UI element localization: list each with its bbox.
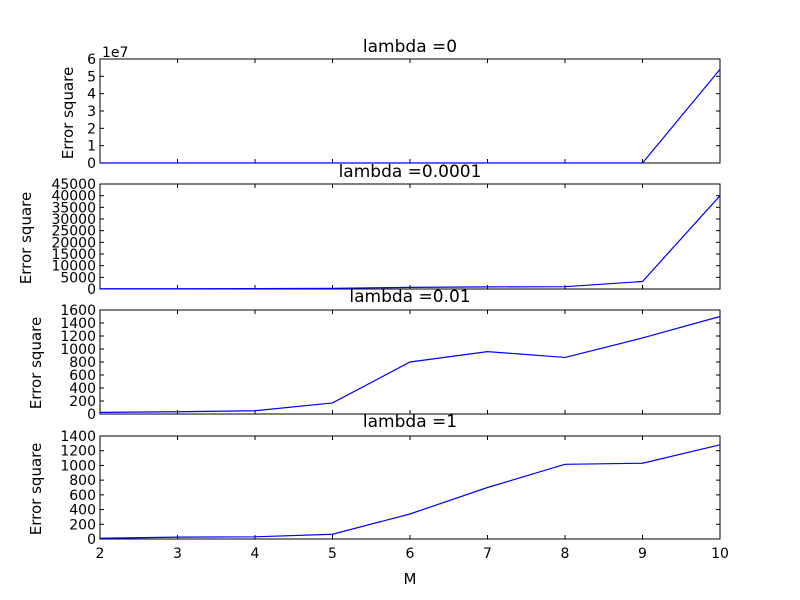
y-tick-label: 1400: [60, 316, 96, 332]
series-line: [100, 195, 721, 290]
subplot-title: lambda =0.01: [349, 287, 470, 307]
y-tick-label: 200: [69, 394, 96, 410]
series-line: [99, 315, 721, 413]
y-tick-label: 2: [87, 121, 96, 137]
y-tick-label: 5: [87, 69, 96, 85]
subplot-lambda-0: lambda =0 1e7 Error square: [59, 37, 457, 159]
y-tick-label: 35000: [51, 200, 96, 216]
y-tick-label: 6: [87, 52, 96, 68]
y-tick-label: 600: [69, 368, 96, 384]
subplot-title: lambda =0.0001: [339, 162, 482, 182]
y-tick-label: 30000: [51, 212, 96, 228]
y-tick-label: 45000: [51, 177, 96, 193]
series-line: [99, 444, 721, 539]
subplot-lambda-0.0001: lambda =0.0001 Error square: [17, 162, 481, 284]
x-tick-label: 3: [173, 546, 182, 562]
y-tick-label: 800: [69, 473, 96, 489]
y-tick-label: 25000: [51, 224, 96, 240]
y-tick-label: 1400: [60, 429, 96, 445]
subplot-lambda-0.01: lambda =0.01 Error square: [27, 287, 471, 409]
y-tick-label: 20000: [51, 235, 96, 251]
subplot-lambda-1: lambda =1 Error square M: [27, 412, 457, 588]
y-tick-label: 1600: [60, 303, 96, 319]
y-tick-label: 400: [69, 503, 96, 519]
y-tick-label: 1200: [60, 444, 96, 460]
y-tick-label: 200: [69, 517, 96, 533]
x-axis-label: M: [404, 570, 417, 588]
y-tick-label: 4: [87, 87, 96, 103]
y-axis-label: Error square: [27, 443, 45, 535]
x-tick-label: 9: [638, 546, 647, 562]
subplot-title: lambda =0: [363, 37, 457, 57]
x-tick-label: 2: [96, 546, 105, 562]
y-tick-label: 600: [69, 488, 96, 504]
y-tick-label: 400: [69, 381, 96, 397]
x-tick-label: 10: [711, 546, 729, 562]
y-axis-label: Error square: [17, 192, 35, 284]
series-line: [100, 69, 721, 164]
y-tick-label: 0: [87, 532, 96, 548]
y-tick-label: 15000: [51, 247, 96, 263]
y-offset-text: 1e7: [102, 45, 128, 61]
y-axis-label: Error square: [27, 317, 45, 409]
x-tick-label: 5: [328, 546, 337, 562]
y-tick-label: 0: [87, 156, 96, 172]
y-tick-label: 1000: [60, 458, 96, 474]
subplot-title: lambda =1: [363, 412, 457, 432]
y-tick-label: 5000: [60, 270, 96, 286]
y-tick-label: 40000: [51, 189, 96, 205]
y-axis-label: Error square: [59, 67, 77, 159]
x-tick-label: 7: [483, 546, 492, 562]
y-tick-label: 10000: [51, 259, 96, 275]
y-tick-label: 1000: [60, 342, 96, 358]
y-tick-label: 800: [69, 355, 96, 371]
x-tick-label: 4: [251, 546, 260, 562]
x-tick-label: 8: [561, 546, 570, 562]
x-tick-label: 6: [406, 546, 415, 562]
y-tick-label: 3: [87, 104, 96, 120]
y-tick-label: 1200: [60, 329, 96, 345]
y-tick-label: 1: [87, 139, 96, 155]
y-tick-label: 0: [87, 282, 96, 298]
y-tick-label: 0: [87, 407, 96, 423]
